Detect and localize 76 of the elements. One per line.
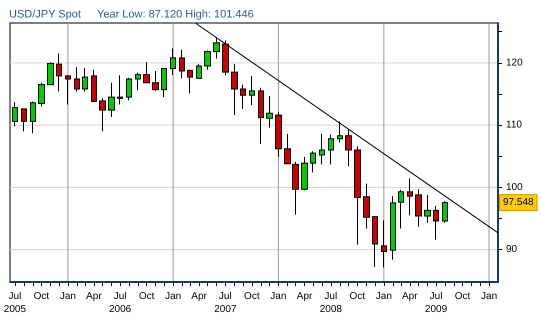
candlestick — [91, 69, 97, 103]
candlestick — [143, 62, 150, 84]
y-tick-label: 90 — [506, 244, 518, 256]
candlestick — [187, 69, 193, 94]
candlestick — [433, 206, 439, 240]
x-tick-label: Oct — [454, 291, 471, 302]
candlestick — [275, 112, 282, 158]
candlestick — [328, 134, 334, 165]
candlestick — [99, 98, 106, 132]
candlestick — [310, 150, 316, 173]
x-tick-label: Jul 2007 — [214, 291, 237, 315]
candlestick — [249, 75, 255, 106]
candlestick — [258, 87, 264, 144]
candlestick — [135, 72, 141, 91]
candlestick — [179, 49, 185, 79]
text: 97.548 — [503, 197, 534, 208]
x-tick-label: Jan — [481, 291, 498, 302]
candlestick — [345, 128, 352, 167]
x-tick-label: Oct — [350, 291, 366, 302]
x-tick-label: Jan — [270, 291, 286, 302]
candlestick — [12, 102, 18, 127]
x-tick-label: Apr — [191, 291, 208, 302]
chart-title: USD/JPY Spot — [9, 8, 81, 20]
x-tick-label: Oct — [138, 291, 155, 302]
candlestick — [231, 64, 238, 116]
candlestick — [56, 53, 62, 92]
candlestick — [363, 183, 370, 229]
candlestick — [398, 189, 404, 229]
candlestick — [126, 77, 132, 101]
x-tick-label: Oct — [34, 291, 50, 302]
candlestick — [354, 146, 361, 246]
chart-subtitle: Year Low: 87.120 High: 101.446 — [97, 8, 254, 20]
candlestick — [415, 188, 422, 228]
x-tick-label: Jul 2009 — [424, 291, 448, 315]
x-tick-label: Jul 2008 — [320, 291, 342, 315]
candlestick — [284, 133, 291, 164]
candlestick — [442, 200, 448, 224]
candlestick — [170, 48, 176, 76]
candlestick — [65, 74, 71, 106]
candlestick — [21, 108, 27, 132]
candlestick — [82, 67, 88, 92]
y-tick-label: 120 — [506, 57, 524, 68]
candlestick — [319, 133, 325, 165]
x-tick-label: Apr — [402, 291, 418, 302]
candlestick — [407, 178, 413, 216]
x-tick-label: Jan — [60, 291, 76, 302]
x-tick-label: Jan — [165, 291, 182, 302]
candlestick — [108, 82, 115, 118]
candlestick — [266, 95, 273, 128]
candlestick — [390, 196, 396, 260]
candlestick — [196, 64, 202, 79]
candlestick — [47, 62, 54, 86]
x-tick-label: Apr — [296, 291, 314, 302]
candlestick — [381, 220, 387, 268]
candlestick — [38, 82, 45, 107]
candlestick — [30, 100, 36, 134]
candlestick — [213, 37, 220, 59]
candlestick — [372, 216, 378, 268]
candlestick — [424, 194, 431, 224]
x-tick-label: Jan — [376, 291, 392, 302]
candlestick — [292, 161, 299, 216]
candlestick — [222, 40, 229, 76]
candlestick — [204, 50, 211, 70]
candlestick — [117, 74, 123, 106]
candlestick — [161, 67, 167, 98]
candlestick — [337, 120, 343, 144]
y-tick-label: 100 — [506, 182, 524, 193]
candlestick — [240, 84, 246, 110]
x-tick-label: Jul 2005 — [4, 291, 26, 315]
x-tick-label: Apr — [86, 291, 102, 302]
candlestick — [152, 70, 159, 92]
x-tick-label: Jul 2006 — [108, 291, 132, 315]
x-tick-label: Oct — [244, 291, 260, 302]
y-tick-label: 110 — [506, 120, 522, 131]
candlestick — [301, 156, 308, 191]
candlestick — [74, 66, 80, 92]
